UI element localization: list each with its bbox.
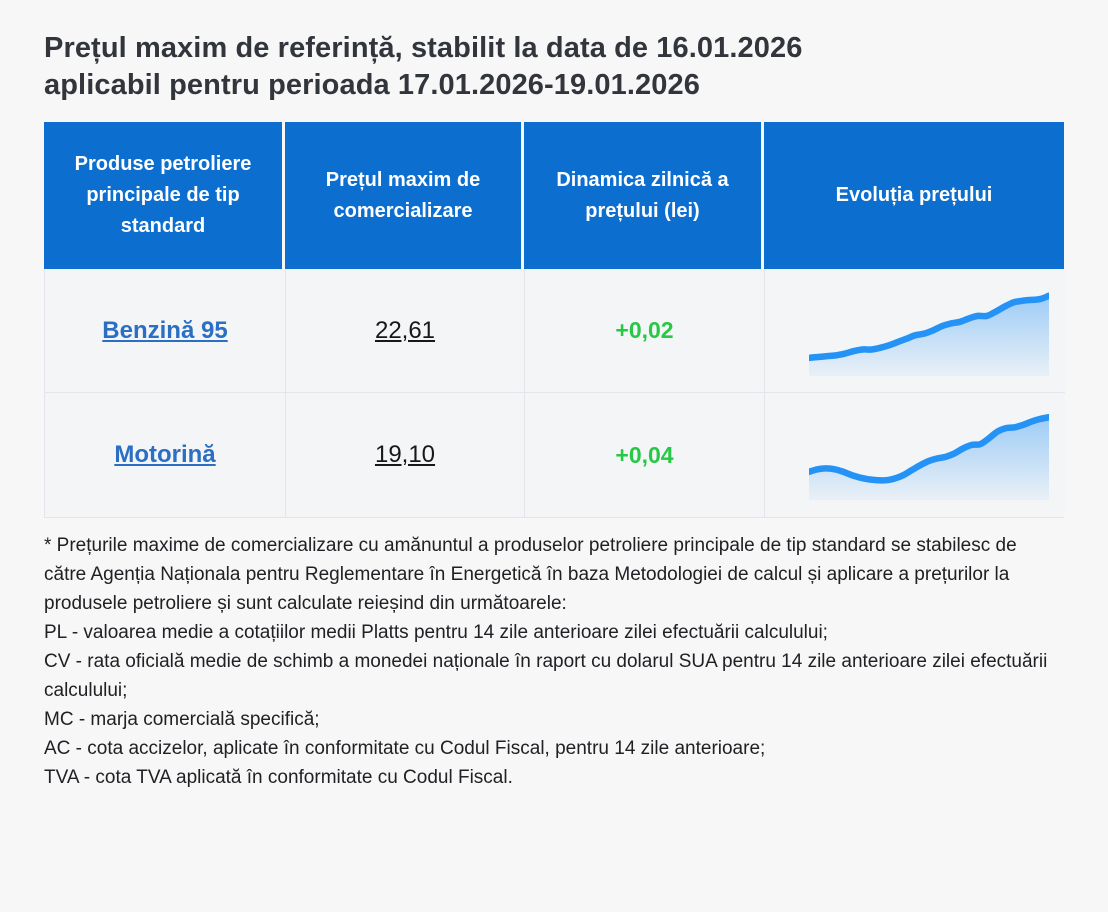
footnote-pl: PL - valoarea medie a cotațiilor medii P… (44, 622, 828, 643)
table-row-benzina-95: Benzină 95 22,61 +0,02 (45, 269, 1065, 393)
footnote-cv: CV - rata oficială medie de schimb a mon… (44, 651, 1048, 701)
table-row-motorina: Motorină 19,10 +0,04 (45, 393, 1065, 517)
price-value-motorina[interactable]: 19,10 (374, 441, 436, 468)
table-header-row: Produse petroliere principale de tip sta… (44, 122, 1064, 269)
cell-product-benzina: Benzină 95 (45, 269, 286, 393)
footnote-intro: * Prețurile maxime de comercializare cu … (44, 535, 1017, 614)
cell-price-motorina: 19,10 (286, 393, 525, 517)
page-title: Prețul maxim de referință, stabilit la d… (44, 30, 1064, 104)
header-cell-price-evolution: Evoluția prețului (764, 122, 1064, 269)
product-link-motorina[interactable]: Motorină (114, 441, 216, 468)
price-evolution-sparkline-motorina (809, 410, 1049, 500)
cell-evolution-benzina (765, 269, 1065, 393)
header-cell-max-price: Prețul maxim de comercializare (285, 122, 524, 269)
footnote-block: * Prețurile maxime de comercializare cu … (44, 531, 1064, 792)
table-body: Benzină 95 22,61 +0,02 Motorină 19,10 (44, 269, 1065, 518)
price-change-benzina-95: +0,02 (615, 317, 674, 343)
cell-change-benzina: +0,02 (525, 269, 765, 393)
page-title-line1: Prețul maxim de referință, stabilit la d… (44, 32, 803, 64)
footnote-ac: AC - cota accizelor, aplicate în conform… (44, 738, 766, 759)
cell-product-motorina: Motorină (45, 393, 286, 517)
price-change-motorina: +0,04 (615, 441, 674, 468)
header-cell-daily-dynamics: Dinamica zilnică a prețului (lei) (524, 122, 764, 269)
footnote-mc: MC - marja comercială specifică; (44, 709, 320, 730)
page-title-line2: aplicabil pentru perioada 17.01.2026-19.… (44, 69, 700, 101)
cell-change-motorina: +0,04 (525, 393, 765, 517)
header-cell-products: Produse petroliere principale de tip sta… (44, 122, 285, 269)
page-content: Prețul maxim de referință, stabilit la d… (44, 30, 1065, 792)
cell-evolution-motorina (765, 393, 1065, 517)
cell-price-benzina: 22,61 (286, 269, 525, 393)
footnote-tva: TVA - cota TVA aplicată în conformitate … (44, 767, 513, 788)
price-value-benzina-95[interactable]: 22,61 (374, 316, 436, 344)
price-evolution-sparkline-benzina-95 (809, 286, 1049, 376)
product-link-benzina-95[interactable]: Benzină 95 (102, 316, 228, 344)
fuel-price-table: Produse petroliere principale de tip sta… (44, 122, 1065, 518)
